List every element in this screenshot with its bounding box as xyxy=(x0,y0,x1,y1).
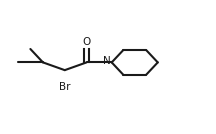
Text: N: N xyxy=(103,56,111,66)
Text: O: O xyxy=(83,37,91,47)
Text: Br: Br xyxy=(59,82,70,92)
